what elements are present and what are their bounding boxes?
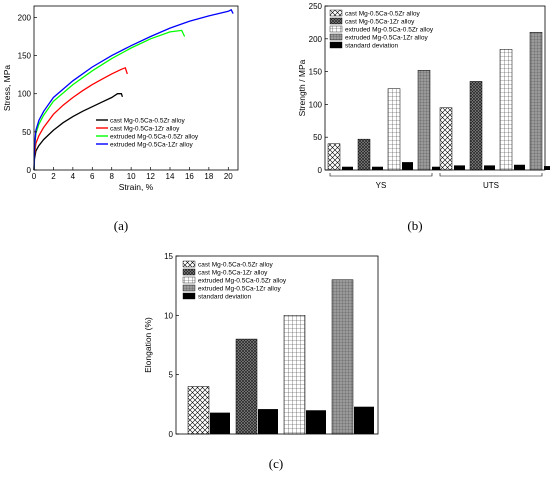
std-dev-bar bbox=[258, 409, 278, 434]
x-tick-label: 0 bbox=[32, 172, 37, 181]
legend-label: extruded Mg-0.5Ca-0.5Zr alloy bbox=[110, 133, 199, 140]
legend-swatch bbox=[329, 33, 343, 41]
y-tick-label: 250 bbox=[309, 2, 323, 11]
bar bbox=[417, 70, 431, 171]
y-tick-label: 150 bbox=[309, 68, 323, 77]
x-tick-label: 8 bbox=[109, 172, 114, 181]
caption-a: (a) bbox=[114, 218, 128, 233]
series-line-3 bbox=[33, 29, 186, 171]
category-bracket bbox=[439, 173, 543, 177]
y-axis-label: Stress, MPa bbox=[2, 65, 12, 112]
y-tick-label: 5 bbox=[169, 371, 174, 380]
y-tick-label: 200 bbox=[309, 35, 323, 44]
std-dev-bar bbox=[402, 162, 413, 170]
legend-swatch bbox=[329, 41, 343, 49]
caption-c: (c) bbox=[269, 456, 283, 471]
legend-label: cast Mg-0.5Ca-1Zr alloy bbox=[345, 18, 415, 25]
y-tick-label: 0 bbox=[27, 166, 32, 175]
x-axis-label: Strain, % bbox=[119, 182, 154, 192]
y-tick-label: 200 bbox=[18, 13, 32, 22]
y-tick-label: 50 bbox=[22, 128, 31, 137]
y-tick-label: 50 bbox=[313, 133, 322, 142]
category-bracket bbox=[329, 173, 433, 177]
legend-swatch bbox=[182, 284, 196, 292]
category-label: YS bbox=[376, 181, 387, 190]
legend-swatch bbox=[329, 9, 343, 17]
bar bbox=[331, 279, 354, 435]
std-dev-bar bbox=[454, 165, 465, 170]
plot-frame bbox=[33, 5, 239, 171]
x-tick-label: 10 bbox=[127, 172, 136, 181]
bar bbox=[387, 88, 401, 171]
bar bbox=[283, 315, 306, 435]
x-tick-label: 14 bbox=[166, 172, 175, 181]
std-dev-bar bbox=[354, 406, 374, 434]
x-tick-label: 16 bbox=[185, 172, 194, 181]
y-axis-label: Elongation (%) bbox=[143, 317, 153, 373]
std-dev-bar bbox=[372, 166, 383, 170]
legend-label: extruded Mg-0.5Ca-1Zr alloy bbox=[110, 141, 193, 148]
std-dev-bar bbox=[484, 165, 495, 170]
legend-label: standard deviation bbox=[198, 293, 252, 300]
y-tick-label: 150 bbox=[18, 52, 32, 61]
bar bbox=[439, 107, 453, 171]
legend-swatch bbox=[182, 276, 196, 284]
bar bbox=[187, 386, 210, 435]
x-tick-label: 12 bbox=[146, 172, 155, 181]
x-tick-label: 4 bbox=[71, 172, 76, 181]
legend-label: extruded Mg-0.5Ca-0.5Zr alloy bbox=[198, 277, 287, 284]
legend-label: extruded Mg-0.5Ca-1Zr alloy bbox=[345, 34, 428, 41]
legend-label: cast Mg-0.5Ca-1Zr alloy bbox=[198, 269, 268, 276]
std-dev-bar bbox=[432, 166, 443, 170]
legend-label: cast Mg-0.5Ca-0.5Zr alloy bbox=[345, 10, 421, 17]
std-dev-bar bbox=[544, 166, 550, 170]
bar bbox=[499, 49, 513, 171]
x-tick-label: 18 bbox=[204, 172, 213, 181]
bar bbox=[469, 81, 483, 171]
std-dev-bar bbox=[210, 412, 230, 434]
series-line-4 bbox=[33, 8, 234, 171]
panel-b-strength: 0 50 100 150 200 250 Strength / MPa YS UTS cast M… bbox=[297, 2, 550, 190]
std-dev-bar bbox=[514, 164, 525, 170]
bar bbox=[357, 138, 371, 171]
bar bbox=[529, 31, 543, 171]
x-tick-label: 2 bbox=[51, 172, 56, 181]
x-tick-label: 6 bbox=[90, 172, 95, 181]
legend-label: cast Mg-0.5Ca-0.5Zr alloy bbox=[198, 261, 274, 268]
legend-swatch bbox=[182, 260, 196, 268]
x-tick-label: 20 bbox=[224, 172, 233, 181]
y-tick-label: 100 bbox=[309, 100, 323, 109]
series-line-2 bbox=[33, 66, 128, 171]
bar bbox=[327, 143, 341, 171]
y-tick-label: 0 bbox=[169, 430, 174, 439]
y-tick-label: 10 bbox=[164, 311, 173, 320]
y-tick-label: 100 bbox=[18, 90, 32, 99]
legend-label: standard deviation bbox=[345, 42, 399, 49]
std-dev-bar bbox=[342, 166, 353, 170]
legend-label: extruded Mg-0.5Ca-1Zr alloy bbox=[198, 285, 281, 292]
plot-frame bbox=[324, 5, 546, 171]
std-dev-bar bbox=[306, 410, 326, 434]
category-label: UTS bbox=[483, 181, 499, 190]
legend-label: cast Mg-0.5Ca-1Zr alloy bbox=[110, 125, 180, 132]
legend-swatch bbox=[182, 268, 196, 276]
legend-swatch bbox=[182, 292, 196, 300]
legend-label: cast Mg-0.5Ca-0.5Zr alloy bbox=[110, 117, 186, 124]
caption-b: (b) bbox=[407, 218, 422, 233]
legend-label: extruded Mg-0.5Ca-0.5Zr alloy bbox=[345, 26, 434, 33]
y-tick-label: 0 bbox=[318, 166, 323, 175]
plot-frame bbox=[175, 255, 379, 435]
panel-c-elongation: 0 5 10 15 Elongation (%) cast Mg-0.5Ca-0.5Zr … bbox=[143, 252, 379, 439]
y-axis-label: Strength / MPa bbox=[297, 59, 307, 116]
series-line-1 bbox=[33, 93, 124, 171]
legend-swatch bbox=[329, 25, 343, 33]
y-tick-label: 15 bbox=[164, 252, 173, 261]
legend-swatch bbox=[329, 17, 343, 25]
bar bbox=[235, 338, 258, 435]
